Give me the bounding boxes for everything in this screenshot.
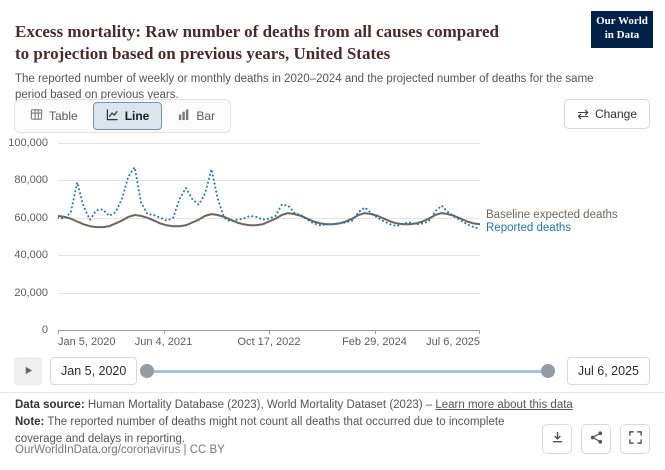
tab-line[interactable]: Line (92, 102, 163, 130)
learn-more-link[interactable]: Learn more about this data (435, 399, 573, 411)
x-axis-label: Jan 5, 2020 (58, 336, 116, 348)
swap-arrows-icon: ⇄ (577, 106, 589, 122)
y-axis-label: 20,000 (14, 287, 48, 299)
x-axis-tick (374, 330, 376, 334)
data-source-line: Data source: Human Mortality Database (2… (15, 399, 650, 411)
x-axis-tick (269, 330, 270, 334)
line-chart-icon (106, 108, 119, 124)
tab-bar-label: Bar (196, 109, 216, 123)
tab-table-label: Table (49, 109, 78, 123)
timeline-start-handle[interactable] (140, 364, 154, 378)
series-svg (58, 166, 480, 230)
plot-area[interactable]: Jan 5, 2020 Jun 4, 2021 Oct 17, 2022 Feb… (58, 143, 480, 348)
y-axis-label: 80,000 (14, 174, 48, 186)
change-button-label: Change (594, 107, 637, 121)
x-axis-labels: Jan 5, 2020 Jun 4, 2021 Oct 17, 2022 Feb… (58, 336, 480, 350)
note-line: Note: The reported number of deaths migh… (15, 414, 520, 447)
data-source-prefix: Data source: (15, 399, 85, 411)
chart-subtitle: The reported number of weekly or monthly… (15, 72, 594, 102)
x-axis-tick (58, 330, 59, 334)
download-icon (550, 430, 565, 448)
series-line-baseline-expected-deaths[interactable] (58, 212, 480, 229)
play-icon (23, 364, 34, 379)
timeline-slider[interactable] (140, 357, 555, 385)
timeline-start-date[interactable]: Jan 5, 2020 (50, 357, 138, 385)
timeline-end-handle[interactable] (541, 364, 555, 378)
view-tabs: Table Line Bar (14, 99, 232, 133)
x-axis-label: Feb 29, 2024 (342, 336, 407, 348)
gridline (58, 293, 480, 294)
download-button[interactable] (542, 424, 572, 454)
share-button[interactable] (581, 424, 611, 454)
tab-bar[interactable]: Bar (164, 102, 228, 130)
tab-line-label: Line (124, 109, 150, 123)
gridline (58, 180, 480, 181)
gridline (58, 255, 480, 256)
x-axis-tick (479, 330, 480, 334)
y-axis-label: 60,000 (14, 212, 48, 224)
share-icon (589, 430, 604, 448)
bar-chart-icon (177, 108, 190, 124)
y-axis-label: 0 (41, 324, 48, 336)
note-prefix: Note: (15, 416, 45, 428)
data-source-text: Human Mortality Database (2023), World M… (84, 399, 436, 411)
play-button[interactable] (14, 357, 42, 385)
owid-logo[interactable]: Our World in Data (591, 11, 653, 48)
timeline-end-date[interactable]: Jul 6, 2025 (566, 357, 650, 385)
footer-divider (0, 392, 665, 393)
attribution: OurWorldInData.org/coronavirus | CC BY (15, 444, 225, 456)
gridline (58, 218, 480, 219)
table-icon (30, 108, 43, 124)
x-axis-label: Jul 6, 2025 (426, 336, 480, 348)
fullscreen-button[interactable] (620, 424, 650, 454)
page-title: Excess mortality: Raw number of deaths f… (15, 22, 499, 64)
series-line-reported-deaths[interactable] (58, 166, 480, 230)
fullscreen-icon (628, 430, 643, 448)
series-label-baseline[interactable]: Baseline expected deaths (486, 209, 618, 221)
timeline-track[interactable] (146, 370, 549, 373)
owid-logo-line1: Our World (596, 15, 648, 27)
series-label-reported[interactable]: Reported deaths (486, 222, 572, 234)
y-axis-label: 100,000 (8, 137, 48, 149)
owid-logo-line2: in Data (604, 28, 640, 41)
change-button[interactable]: ⇄ Change (564, 99, 650, 129)
tab-table[interactable]: Table (17, 102, 91, 130)
note-text: The reported number of deaths might not … (15, 416, 505, 445)
x-axis-label: Jun 4, 2021 (134, 336, 193, 348)
x-axis-tick (163, 330, 165, 334)
x-axis-label: Oct 17, 2022 (237, 336, 301, 348)
gridline (58, 143, 480, 144)
y-axis-label: 40,000 (14, 249, 48, 261)
